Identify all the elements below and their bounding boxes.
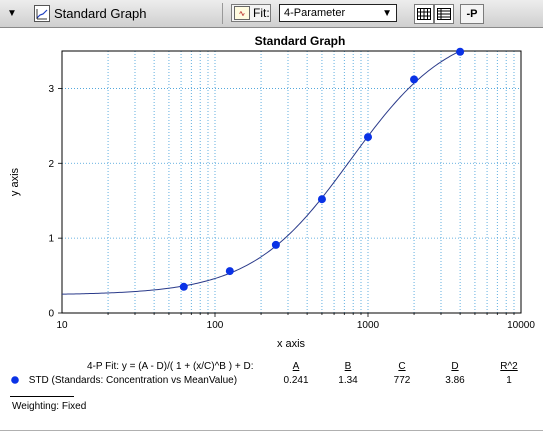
header-r2: R^2 (500, 361, 518, 372)
chevron-down-icon: ▼ (382, 7, 392, 19)
header-a: A (292, 361, 300, 372)
x-tick-label: 10 (56, 320, 68, 331)
toolbar-divider (222, 3, 223, 24)
window-title: Standard Graph (54, 5, 147, 21)
chart-title: Standard Graph (255, 34, 346, 48)
x-tick-label: 10000 (507, 320, 535, 331)
data-points (179, 47, 465, 291)
fit-label: Fit: (253, 6, 270, 20)
list-view-button[interactable] (434, 4, 454, 24)
fit-type-select[interactable]: 4-Parameter ▼ (279, 4, 397, 22)
graph-toolbar: ▼ Standard Graph ∿ Fit: 4-Parameter ▼ -P (0, 0, 543, 28)
y-tick-label: 2 (48, 159, 54, 170)
y-tick-label: 3 (48, 84, 54, 95)
data-point (456, 47, 465, 56)
data-point (179, 282, 188, 291)
legend-marker-icon (11, 376, 19, 385)
axis-ticks: 10 100 1000 10000 0 1 2 3 (48, 84, 535, 331)
collapse-triangle-icon[interactable]: ▼ (7, 7, 17, 19)
p-button[interactable]: -P (460, 4, 484, 24)
value-r2: 1 (506, 375, 512, 386)
fit-results-table: 4-P Fit: y = (A - D)/( 1 + (x/C)^B ) + D… (0, 360, 543, 390)
value-d: 3.86 (445, 375, 465, 386)
value-b: 1.34 (338, 375, 358, 386)
fit-curve-line (61, 50, 461, 295)
data-point (364, 133, 372, 142)
x-tick-label: 100 (207, 320, 224, 331)
x-tick-label: 1000 (357, 320, 380, 331)
fit-curve (61, 50, 461, 295)
legend-label: STD (Standards: Concentration vs MeanVal… (28, 375, 238, 386)
value-c: 772 (393, 375, 411, 386)
legend-row[interactable]: STD (Standards: Concentration vs MeanVal… (10, 374, 237, 387)
list-view-icon (437, 8, 451, 20)
plot-frame (61, 50, 522, 314)
fit-type-value: 4-Parameter (284, 7, 346, 19)
weighting-separator (10, 396, 74, 397)
y-tick-label: 1 (48, 234, 54, 245)
x-axis-label: x axis (277, 338, 306, 350)
graph-document-icon (34, 5, 50, 22)
bottom-divider (0, 430, 543, 431)
value-a: 0.241 (283, 375, 309, 386)
header-b: B (344, 361, 352, 372)
y-tick-label: 0 (48, 309, 54, 320)
header-d: D (451, 361, 459, 372)
fit-button[interactable]: ∿ Fit: (231, 4, 271, 22)
data-point (410, 75, 419, 84)
grid-view-icon (417, 8, 431, 20)
data-point (225, 267, 234, 276)
data-point (317, 195, 326, 204)
header-c: C (398, 361, 406, 372)
grid-view-button[interactable] (414, 4, 434, 24)
curve-fit-icon: ∿ (234, 6, 250, 20)
standard-graph-chart: Standard Graph 10 100 1000 10000 0 1 2 3 x axis… (9, 34, 535, 350)
data-point (271, 240, 280, 249)
grid-lines (62, 51, 521, 313)
weighting-label: Weighting: Fixed (12, 401, 87, 412)
y-axis-label: y axis (9, 167, 21, 196)
fit-equation: 4-P Fit: y = (A - D)/( 1 + (x/C)^B ) + D… (87, 361, 254, 372)
